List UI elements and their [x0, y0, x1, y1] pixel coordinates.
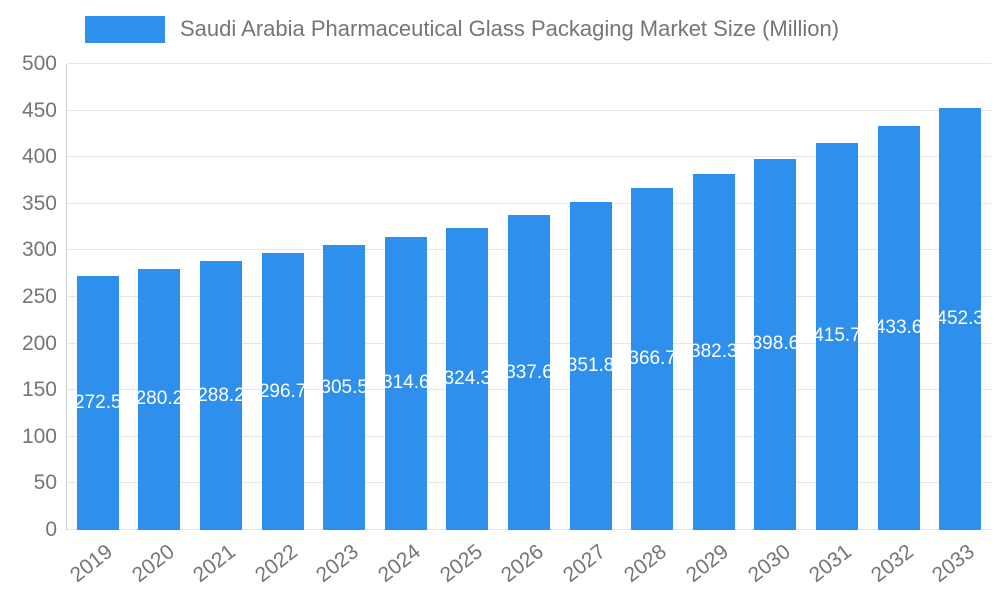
y-axis-tick-400: 400	[21, 145, 57, 169]
x-axis-tick-2031: 2031	[805, 540, 857, 587]
gridline-y-450	[67, 109, 991, 111]
x-axis-tick-2027: 2027	[558, 540, 610, 587]
bar-slot-2029: 382.3 2029	[682, 64, 745, 587]
x-axis-tick-2024: 2024	[373, 540, 425, 587]
legend: Saudi Arabia Pharmaceutical Glass Packag…	[85, 15, 839, 43]
chart-title: Saudi Arabia Pharmaceutical Glass Packag…	[180, 16, 840, 41]
legend-swatch	[85, 15, 165, 43]
gridline-y-500	[67, 63, 991, 64]
y-axis-tick-350: 350	[21, 191, 57, 215]
x-axis-tick-2021: 2021	[189, 540, 241, 587]
y-axis-tick-100: 100	[21, 424, 57, 448]
y-axis-tick-200: 200	[21, 331, 57, 355]
bar-2024	[384, 236, 427, 530]
bar-slot-2019: 272.5 2019	[66, 64, 129, 587]
x-axis-tick-2029: 2029	[681, 540, 733, 587]
bar-slot-2026: 337.6 2026	[497, 64, 560, 587]
y-axis-tick-500: 500	[21, 52, 57, 75]
bar-slot-2031: 415.7 2031	[805, 64, 868, 587]
x-axis-tick-2025: 2025	[435, 540, 487, 587]
bar-slot-2024: 314.6 2024	[374, 64, 437, 587]
x-axis-tick-2030: 2030	[743, 540, 795, 587]
gridline-y-350	[67, 202, 991, 204]
bar-2019	[76, 276, 119, 530]
bar-2031	[816, 142, 858, 530]
x-axis-tick-2032: 2032	[866, 540, 918, 587]
gridline-y-400	[67, 156, 991, 158]
y-axis-tick-450: 450	[21, 98, 57, 122]
x-axis-tick-2033: 2033	[928, 540, 980, 587]
x-axis-tick-2028: 2028	[620, 540, 672, 587]
bar-2029	[692, 173, 735, 530]
bar-2026	[508, 215, 550, 530]
bar-slot-2028: 366.7 2028	[620, 64, 683, 587]
bar-slot-2021: 288.2 2021	[189, 64, 252, 587]
bar-2021	[200, 261, 242, 530]
bar-slot-2023: 305.5 2023	[312, 64, 375, 587]
x-axis-tick-2020: 2020	[127, 540, 179, 587]
plot-area: 0 50 100 150 200 250 300 350 400 450 500 272.5 2019 2…	[22, 52, 991, 587]
bar-slot-2033: 452.3 2033	[928, 64, 991, 587]
bar-slot-2027: 351.8 2027	[559, 64, 622, 587]
bar-2030	[754, 158, 797, 530]
y-axis-tick-50: 50	[33, 471, 57, 495]
bar-2020	[138, 268, 181, 530]
x-axis-tick-2019: 2019	[65, 540, 117, 587]
y-axis-tick-250: 250	[21, 285, 57, 308]
bar-2027	[569, 202, 612, 530]
y-axis-tick-300: 300	[21, 238, 57, 262]
bar-2033	[939, 108, 982, 530]
y-axis-tick-0: 0	[45, 518, 57, 541]
bar-2022	[261, 253, 304, 530]
bar-slot-2022: 296.7 2022	[251, 64, 314, 587]
bar-2032	[877, 125, 920, 530]
bar-slot-2025: 324.3 2025	[436, 64, 499, 587]
bar-slot-2020: 280.2 2020	[128, 64, 191, 587]
y-axis-tick-150: 150	[21, 378, 57, 402]
bar-2028	[631, 188, 674, 530]
bar-slot-2030: 398.6 2030	[744, 64, 807, 587]
bar-slot-2032: 433.6 2032	[867, 64, 930, 587]
x-axis-tick-2026: 2026	[497, 540, 549, 587]
x-axis-tick-2022: 2022	[250, 540, 302, 587]
bar-2025	[446, 227, 489, 530]
bar-2023	[323, 245, 366, 530]
x-axis-tick-2023: 2023	[312, 540, 364, 587]
